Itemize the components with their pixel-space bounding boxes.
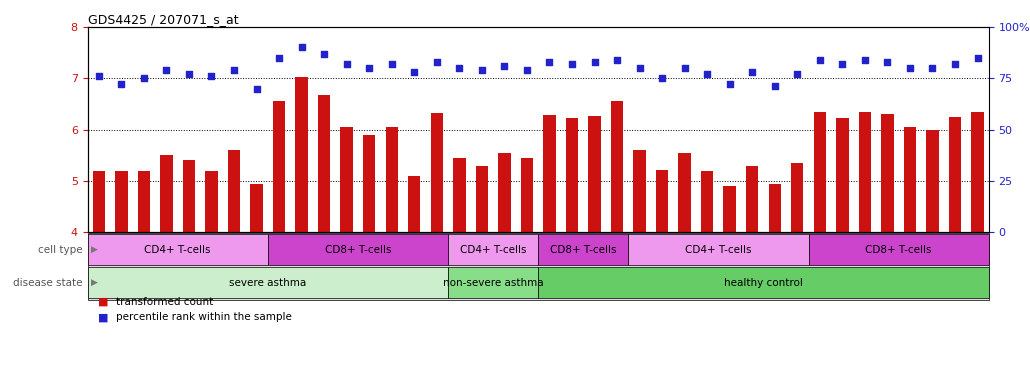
Bar — [161, 155, 173, 232]
Text: CD4+ T-cells: CD4+ T-cells — [144, 245, 211, 255]
Point — [631, 65, 648, 71]
Point — [316, 51, 333, 57]
Bar — [768, 184, 781, 232]
Bar — [476, 166, 488, 232]
Text: healthy control: healthy control — [724, 278, 803, 288]
Bar — [431, 113, 443, 232]
Bar — [205, 170, 217, 232]
Point — [812, 57, 828, 63]
Bar — [633, 150, 646, 232]
Bar — [701, 170, 714, 232]
Text: CD8+ T-cells: CD8+ T-cells — [865, 245, 932, 255]
Bar — [408, 176, 420, 232]
Text: severe asthma: severe asthma — [229, 278, 307, 288]
Bar — [611, 101, 623, 232]
Bar — [453, 158, 466, 232]
Bar — [882, 114, 894, 232]
Point — [834, 61, 851, 67]
Point — [248, 85, 265, 91]
Text: GDS4425 / 207071_s_at: GDS4425 / 207071_s_at — [88, 13, 238, 26]
Point — [226, 67, 242, 73]
Point — [271, 55, 287, 61]
Bar — [182, 161, 195, 232]
Point — [541, 59, 557, 65]
Point — [294, 44, 310, 50]
Text: ■: ■ — [98, 312, 108, 322]
Point — [159, 67, 175, 73]
Text: percentile rank within the sample: percentile rank within the sample — [116, 312, 293, 322]
Bar — [363, 135, 375, 232]
Bar — [296, 77, 308, 232]
Bar — [588, 116, 600, 232]
Text: ▶: ▶ — [91, 245, 98, 254]
Bar — [115, 170, 128, 232]
Point — [136, 75, 152, 81]
Bar — [791, 163, 803, 232]
Text: ■: ■ — [98, 297, 108, 307]
Point — [880, 59, 896, 65]
Point — [857, 57, 873, 63]
Point — [451, 65, 468, 71]
Point — [383, 61, 400, 67]
Text: CD4+ T-cells: CD4+ T-cells — [685, 245, 752, 255]
Point — [969, 55, 986, 61]
Bar — [814, 112, 826, 232]
Point — [947, 61, 963, 67]
Text: transformed count: transformed count — [116, 297, 213, 307]
Bar — [318, 95, 331, 232]
Text: disease state: disease state — [13, 278, 82, 288]
Bar — [385, 127, 398, 232]
Bar — [250, 184, 263, 232]
Bar — [543, 115, 555, 232]
Point — [203, 73, 219, 79]
Bar — [903, 127, 916, 232]
Point — [91, 73, 107, 79]
Text: ▶: ▶ — [91, 278, 98, 287]
Bar — [926, 130, 938, 232]
Point — [699, 71, 716, 77]
Point — [563, 61, 580, 67]
Bar — [521, 158, 534, 232]
Bar — [723, 186, 735, 232]
Point — [474, 67, 490, 73]
Point — [721, 81, 737, 88]
Bar — [138, 170, 150, 232]
Point — [113, 81, 130, 88]
Point — [901, 65, 918, 71]
Bar — [971, 112, 984, 232]
Point — [339, 61, 355, 67]
Point — [766, 83, 783, 89]
Point — [519, 67, 536, 73]
Bar — [859, 112, 871, 232]
Point — [406, 69, 422, 75]
Text: non-severe asthma: non-severe asthma — [443, 278, 544, 288]
Bar — [746, 166, 758, 232]
Text: CD4+ T-cells: CD4+ T-cells — [459, 245, 526, 255]
Point — [654, 75, 671, 81]
Bar — [679, 153, 691, 232]
Text: CD8+ T-cells: CD8+ T-cells — [324, 245, 391, 255]
Point — [924, 65, 940, 71]
Bar — [656, 170, 668, 232]
Point — [789, 71, 805, 77]
Point — [428, 59, 445, 65]
Bar — [273, 101, 285, 232]
Point — [744, 69, 760, 75]
Bar — [836, 118, 849, 232]
Point — [360, 65, 377, 71]
Bar — [93, 170, 105, 232]
Text: CD8+ T-cells: CD8+ T-cells — [550, 245, 617, 255]
Point — [677, 65, 693, 71]
Bar — [228, 150, 240, 232]
Bar — [949, 117, 961, 232]
Point — [609, 57, 625, 63]
Text: cell type: cell type — [38, 245, 82, 255]
Bar — [565, 118, 578, 232]
Point — [180, 71, 197, 77]
Bar — [341, 127, 353, 232]
Bar — [499, 153, 511, 232]
Point — [586, 59, 603, 65]
Point — [496, 63, 513, 69]
